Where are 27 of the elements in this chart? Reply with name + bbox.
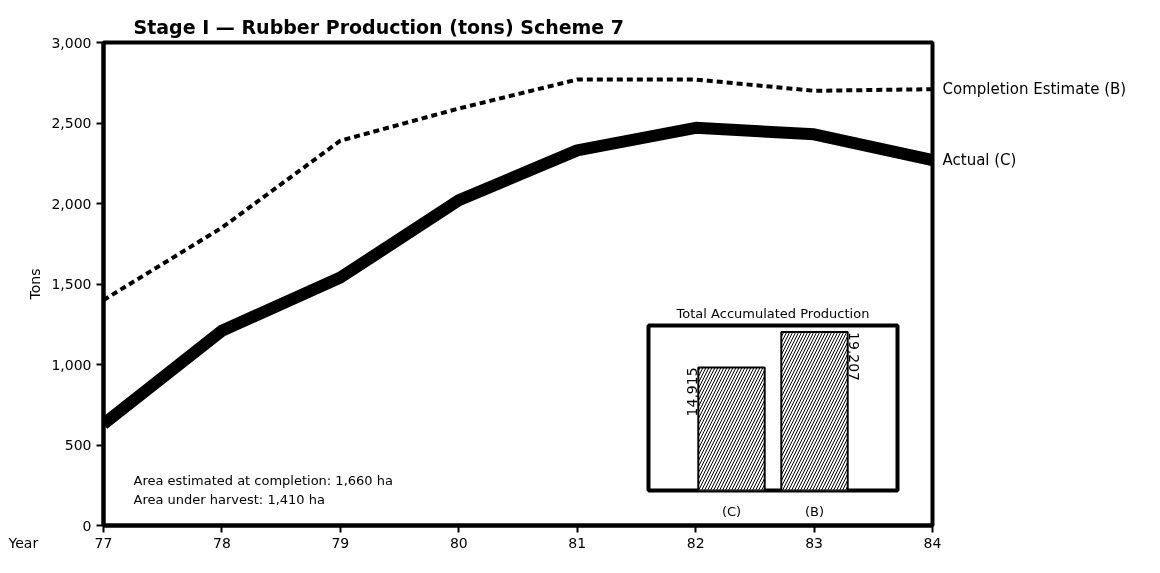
y-tick-label: 1,000 [51,356,92,373]
y-tick-label: 1,500 [51,276,92,292]
x-tick-label: 80 [449,534,468,551]
x-tick-label: (B) [804,503,825,519]
x-tick-label: 83 [805,534,823,551]
chart-title: Total Accumulated Production [675,305,870,321]
series-label: Completion Estimate (B) [942,80,1127,99]
y-tick-label: 2,500 [51,115,92,131]
x-tick-label: 79 [331,534,350,551]
y-tick-label: 3,000 [51,34,92,51]
data-label: 19,207 [846,332,863,382]
x-tick-label: 82 [686,534,705,551]
y-tick-label: 0 [82,517,92,534]
x-tick-label: 78 [213,534,231,551]
data-label: 14,915 [683,367,700,417]
y-tick-label: 500 [64,437,92,453]
chart-title: Stage I — Rubber Production (tons) Scheme 7 [133,15,625,38]
y-axis-title: Tons [27,268,44,301]
series-label: Actual (C) [942,151,1017,170]
annotation: Area under harvest: 1,410 ha [133,491,325,507]
annotation: Area estimated at completion: 1,660 ha [133,472,393,488]
y-tick-label: 2,000 [51,195,92,212]
x-tick-label: 81 [568,534,587,551]
x-axis-title: Year [7,534,39,551]
x-tick-label: 84 [923,534,942,551]
x-tick-label: 77 [94,534,113,551]
x-tick-label: (C) [721,503,742,519]
